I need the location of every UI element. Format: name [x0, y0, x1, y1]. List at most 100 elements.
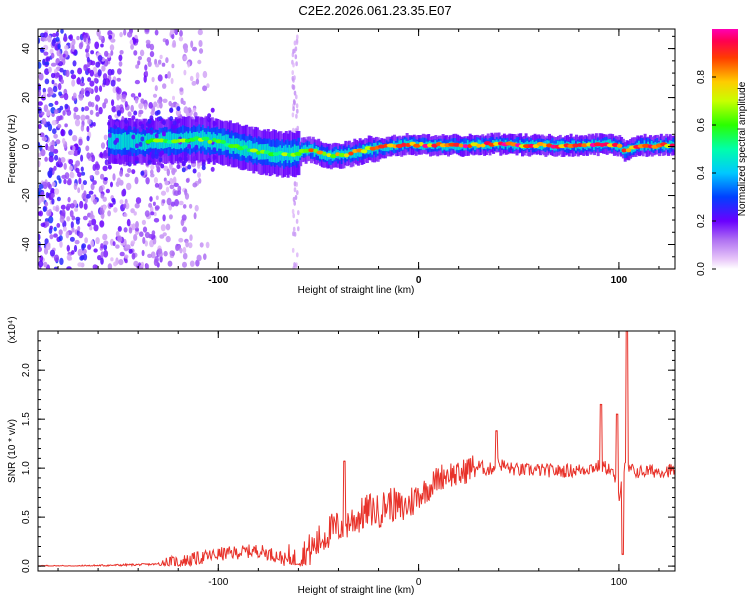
spectrogram-speckle: [119, 50, 124, 55]
spectrogram-speckle: [82, 215, 88, 221]
snr-spike-point: [495, 430, 498, 432]
spectrogram-band-column: [643, 140, 647, 148]
spectrogram-speckle: [96, 29, 101, 37]
spectrogram-speckle: [171, 63, 175, 69]
spectrogram-speckle: [43, 261, 48, 268]
spectrogram-speckle: [39, 132, 45, 138]
spectrogram-speckle: [210, 166, 215, 172]
spectrogram-speckle: [55, 31, 59, 38]
spectrogram-band-column: [506, 142, 510, 150]
spectrogram-speckle: [46, 93, 52, 98]
spectrogram-speckle: [100, 43, 104, 48]
spectrogram-band-column: [120, 134, 124, 150]
spectrogram-speckle: [128, 248, 133, 254]
spectrogram-speckle: [97, 55, 103, 62]
spectrogram-marks: [38, 29, 675, 269]
spectrogram-speckle: [130, 208, 135, 214]
spectrogram-speckle: [75, 167, 80, 174]
spectrogram-speckle: [71, 79, 76, 87]
spectrogram-speckle: [84, 106, 90, 112]
spectrogram-speckle: [193, 111, 198, 118]
spectrogram-speckle: [150, 169, 154, 175]
spectrogram-speckle: [152, 201, 156, 206]
spectrogram-speckle: [44, 68, 50, 75]
spectrogram-speckle: [210, 107, 215, 113]
spectrogram-speckle: [165, 39, 170, 46]
spectrogram-speckle: [295, 113, 298, 119]
spectrogram-speckle: [50, 52, 55, 59]
spectrogram-speckle: [291, 247, 295, 253]
spectrogram-speckle: [41, 196, 45, 202]
spectrogram-speckle: [66, 203, 71, 208]
spectrogram-band-column: [133, 133, 137, 149]
spectrogram-speckle: [135, 227, 139, 232]
spectrogram-speckle: [123, 29, 127, 36]
spectrogram-speckle: [295, 61, 298, 67]
spectrogram-speckle: [86, 152, 91, 159]
spectrogram-speckle: [64, 123, 68, 128]
spectrogram-speckle: [80, 166, 84, 172]
spectrogram-speckle: [185, 178, 190, 183]
spectrogram-speckle: [103, 250, 109, 258]
spectrogram-speckle: [60, 157, 66, 163]
spectrogram-speckle: [121, 94, 127, 99]
spectrogram-ridge-point: [249, 148, 259, 153]
spectrogram-speckle: [61, 174, 67, 179]
spectrogram-band-column: [484, 142, 488, 150]
spectrogram-speckle: [50, 72, 56, 79]
spectrogram-speckle: [93, 198, 98, 205]
spectrogram-speckle: [171, 167, 176, 176]
spectrogram-speckle: [124, 244, 130, 249]
spectrogram-speckle: [130, 104, 134, 113]
spectrogram-ridge-point: [581, 143, 588, 148]
spectrogram-speckle: [83, 203, 88, 210]
spectrogram-speckle: [83, 190, 87, 198]
spectrogram-speckle: [115, 244, 120, 249]
spectrogram-speckle: [162, 131, 166, 137]
spectrogram-band-column: [140, 134, 144, 151]
spectrogram-speckle: [112, 86, 117, 94]
spectrogram-speckle: [115, 121, 120, 126]
spectrogram-speckle: [171, 33, 175, 40]
spectrogram-band-column: [531, 140, 535, 147]
spectrogram-speckle: [75, 160, 80, 167]
spectrogram-speckle: [182, 261, 187, 268]
spectrogram-speckle: [70, 74, 77, 80]
spectrogram-speckle: [82, 180, 87, 186]
spectrogram-speckle: [103, 243, 108, 251]
spectrogram-speckle: [75, 218, 80, 225]
spectrogram-speckle: [77, 262, 83, 267]
spectrogram-speckle: [162, 199, 166, 204]
spectrogram-ridge-point: [308, 148, 315, 153]
spectrogram-speckle: [179, 30, 183, 37]
spectrogram-speckle: [152, 238, 157, 245]
spectrogram-speckle: [54, 100, 59, 106]
spectrogram-ytick-label: 40: [21, 43, 32, 55]
spectrogram-speckle: [102, 165, 108, 172]
spectrogram-ridge-point: [272, 152, 280, 157]
spectrogram-speckle: [81, 106, 85, 112]
spectrogram-speckle: [78, 231, 84, 239]
spectrogram-speckle: [183, 69, 187, 76]
spectrogram-speckle: [72, 60, 77, 67]
spectrogram-speckle: [102, 205, 107, 211]
spectrogram-speckle: [124, 202, 130, 210]
spectrogram-band-column: [466, 140, 470, 148]
spectrogram-speckle: [188, 242, 193, 249]
spectrogram-speckle: [94, 94, 101, 102]
spectrogram-band-column: [108, 132, 112, 148]
spectrogram-speckle: [84, 90, 90, 97]
spectrogram-speckle: [80, 90, 85, 95]
spectrogram-speckle: [149, 196, 153, 202]
spectrogram-speckle: [153, 258, 159, 267]
spectrogram-ridge-point: [281, 152, 289, 157]
spectrogram-speckle: [118, 61, 123, 67]
spectrogram-speckle: [175, 109, 181, 117]
spectrogram-speckle: [74, 119, 81, 127]
spectrogram-speckle: [149, 43, 155, 51]
snr-series-line: [38, 331, 675, 568]
spectrogram-speckle: [124, 118, 129, 124]
spectrogram-ridge-point: [542, 143, 548, 148]
spectrogram-speckle: [202, 70, 208, 79]
